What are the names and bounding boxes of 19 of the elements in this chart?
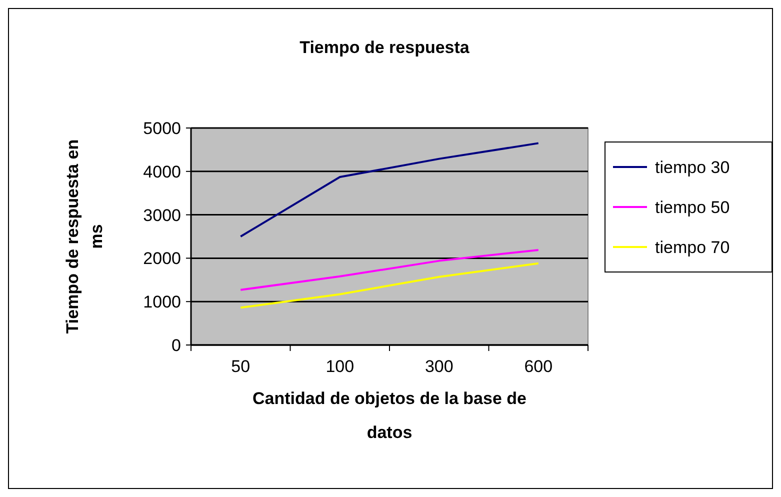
x-tick-label: 100: [326, 357, 354, 376]
x-axis-title: Cantidad de objetos de la base de datos: [252, 389, 526, 442]
y-tick-label: 2000: [143, 249, 181, 268]
legend-label: tiempo 50: [655, 198, 730, 217]
line-series: [240, 248, 540, 291]
y-tick-label: 0: [172, 336, 181, 355]
chart-title: Tiempo de respuesta: [300, 38, 470, 57]
y-tick-label: 4000: [143, 162, 181, 182]
x-tick-label: 300: [424, 357, 454, 376]
x-tick-label: 50: [231, 357, 250, 376]
line-series: [240, 262, 540, 309]
y-axis-title: Tiempo de respuesta en ms: [63, 139, 106, 334]
y-tick-label: 3000: [143, 206, 181, 225]
x-tick-label: 600: [524, 357, 553, 376]
line-series: [240, 142, 540, 238]
legend-label: tiempo 30: [655, 158, 730, 177]
legend-label: tiempo 70: [655, 238, 730, 257]
y-tick-label: 5000: [143, 118, 181, 138]
y-tick-label: 1000: [143, 292, 181, 312]
